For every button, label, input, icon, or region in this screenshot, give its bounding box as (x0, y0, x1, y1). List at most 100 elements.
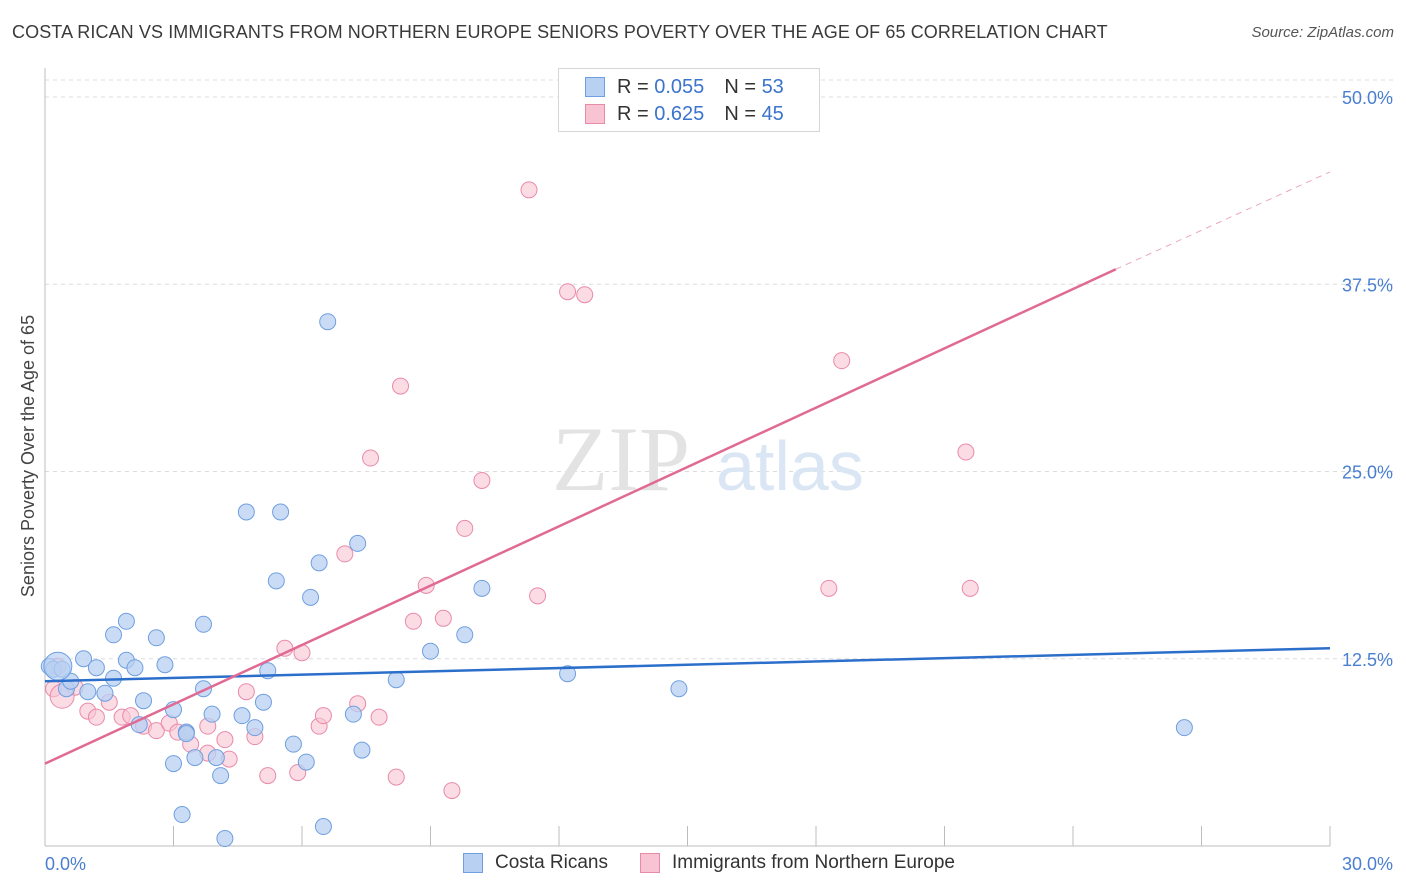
legend-row-northern-europe: R = 0.625 N = 45 (585, 101, 784, 127)
y-tick-label: 37.5% (1342, 275, 1393, 295)
data-point-costa-ricans (456, 626, 474, 644)
data-point-northern-europe (314, 707, 332, 725)
data-point-costa-ricans (173, 806, 191, 824)
y-tick-label: 12.5% (1342, 650, 1393, 670)
data-point-northern-europe (443, 782, 461, 800)
data-point-northern-europe (216, 731, 234, 749)
legend-n-label: N = (724, 102, 762, 125)
data-point-costa-ricans (186, 749, 204, 767)
data-point-costa-ricans (177, 725, 195, 743)
data-point-northern-europe (434, 609, 452, 627)
series-legend: Costa Ricans Immigrants from Northern Eu… (463, 852, 987, 874)
data-point-costa-ricans (314, 818, 332, 836)
data-point-northern-europe (392, 377, 410, 395)
legend-label-northern-europe: Immigrants from Northern Europe (672, 852, 955, 873)
data-point-northern-europe (456, 519, 474, 537)
data-point-costa-ricans (117, 612, 135, 630)
data-point-northern-europe (473, 471, 491, 489)
data-point-costa-ricans (212, 767, 230, 785)
legend-label-costa-ricans: Costa Ricans (495, 852, 608, 873)
legend-swatch-pink (585, 104, 605, 124)
data-point-costa-ricans (233, 707, 251, 725)
data-point-costa-ricans (246, 719, 264, 737)
axes (44, 68, 1331, 847)
data-point-northern-europe (957, 443, 975, 461)
data-point-northern-europe (529, 587, 547, 605)
data-point-costa-ricans (473, 579, 491, 597)
y-tick-labels: 12.5% 25.0% 37.5% 50.0% (1342, 88, 1393, 670)
watermark-zip: ZIP (552, 408, 690, 510)
watermark: ZIP atlas (552, 408, 864, 510)
legend-item-costa-ricans: Costa Ricans (463, 852, 608, 874)
trend-line-costa-ricans (44, 647, 1331, 683)
data-point-costa-ricans (79, 683, 97, 701)
data-point-costa-ricans (284, 735, 302, 753)
source-label: Source: ZipAtlas.com (1251, 24, 1394, 41)
data-point-costa-ricans (387, 671, 405, 689)
data-point-costa-ricans (1175, 719, 1193, 737)
data-point-costa-ricans (87, 659, 105, 677)
grid (45, 79, 1395, 660)
data-point-northern-europe (370, 708, 388, 726)
data-point-northern-europe (387, 768, 405, 786)
stats-legend: R = 0.055 N = 53 R = 0.625 N = 45 (558, 68, 820, 132)
trend-lines (44, 171, 1331, 765)
x-tick-label: 0.0% (45, 854, 86, 874)
data-point-costa-ricans (156, 656, 174, 674)
trend-line-northern-europe (44, 268, 1117, 765)
data-point-northern-europe (237, 683, 255, 701)
data-point-northern-europe (520, 181, 538, 199)
data-point-costa-ricans (344, 705, 362, 723)
y-tick-label: 25.0% (1342, 463, 1393, 483)
data-point-northern-europe (404, 612, 422, 630)
x-tick-label: 30.0% (1342, 854, 1393, 874)
data-point-costa-ricans (135, 692, 153, 710)
data-point-costa-ricans (670, 680, 688, 698)
legend-r-label: R = (617, 102, 655, 125)
data-point-northern-europe (559, 283, 577, 301)
series-blue-points (40, 313, 1193, 848)
data-point-costa-ricans (254, 693, 272, 711)
data-point-northern-europe (259, 767, 277, 785)
data-point-northern-europe (87, 708, 105, 726)
data-point-costa-ricans (216, 830, 234, 848)
data-point-costa-ricans (349, 534, 367, 552)
data-point-costa-ricans (194, 615, 212, 633)
data-point-costa-ricans (353, 741, 371, 759)
y-axis-title: Seniors Poverty Over the Age of 65 (18, 315, 38, 597)
legend-swatch-pink (640, 853, 660, 873)
data-point-costa-ricans (272, 503, 290, 521)
data-point-costa-ricans (559, 665, 577, 683)
data-point-northern-europe (833, 352, 851, 370)
data-point-costa-ricans (207, 749, 225, 767)
legend-swatch-blue (463, 853, 483, 873)
data-point-costa-ricans (105, 626, 123, 644)
legend-n-value: 45 (761, 102, 784, 125)
data-point-costa-ricans (126, 659, 144, 677)
data-point-costa-ricans (319, 313, 337, 331)
data-point-northern-europe (147, 722, 165, 740)
watermark-atlas: atlas (716, 427, 864, 505)
data-point-northern-europe (362, 449, 380, 467)
data-point-costa-ricans (310, 554, 328, 572)
legend-r-value: 0.055 (654, 75, 705, 98)
data-point-costa-ricans (165, 755, 182, 773)
data-point-costa-ricans (302, 588, 320, 606)
y-tick-label: 50.0% (1342, 88, 1393, 108)
data-point-costa-ricans (422, 642, 439, 660)
data-point-costa-ricans-cluster (43, 651, 73, 681)
data-point-costa-ricans (147, 629, 165, 647)
legend-n-value: 53 (761, 75, 784, 98)
data-point-costa-ricans (203, 705, 221, 723)
data-point-costa-ricans (267, 572, 285, 590)
legend-swatch-blue (585, 77, 605, 97)
legend-item-northern-europe: Immigrants from Northern Europe (640, 852, 955, 874)
data-point-costa-ricans (75, 650, 93, 668)
trend-line-northern-europe-extrapolated (1115, 171, 1331, 270)
legend-r-value: 0.625 (654, 102, 705, 125)
data-point-costa-ricans (297, 753, 315, 771)
legend-r-label: R = (617, 75, 655, 98)
data-point-northern-europe (961, 579, 979, 597)
legend-row-costa-ricans: R = 0.055 N = 53 (585, 74, 784, 100)
